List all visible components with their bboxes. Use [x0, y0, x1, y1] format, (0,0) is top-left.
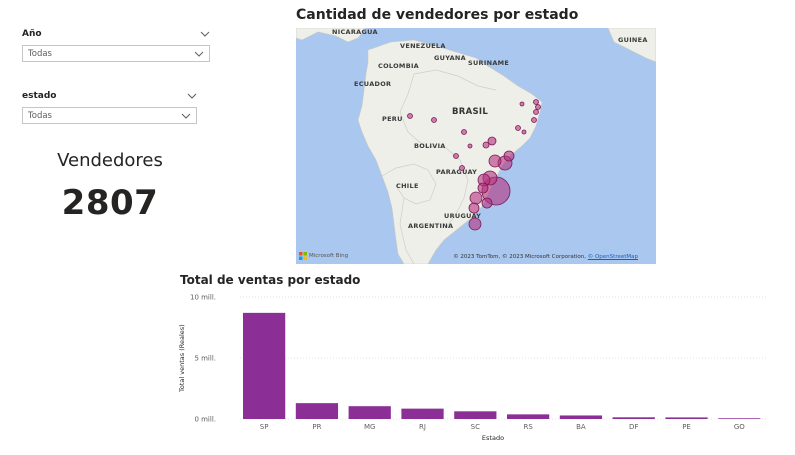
chevron-down-icon: [181, 113, 191, 119]
y-tick-label: 10 mill.: [190, 294, 216, 302]
country-label-argentina: ARGENTINA: [408, 222, 453, 230]
bar-ba[interactable]: [559, 415, 603, 419]
map-border-argentina: [399, 197, 415, 264]
state-bubble[interactable]: [519, 101, 525, 107]
state-bubble[interactable]: [459, 165, 465, 171]
year-dropdown[interactable]: Todas: [22, 45, 210, 62]
state-bubble[interactable]: [467, 143, 473, 149]
country-label-chile: CHILE: [396, 182, 419, 190]
country-label-suriname: SURINAME: [468, 59, 509, 67]
country-label-guinea: GUINEA: [618, 36, 648, 44]
y-tick-label: 0 mill.: [194, 416, 216, 424]
chart-bars: [243, 312, 761, 419]
state-bubble[interactable]: [503, 150, 515, 162]
state-bubble[interactable]: [431, 117, 437, 123]
bar-go[interactable]: [718, 418, 761, 419]
bar-rj[interactable]: [401, 408, 444, 419]
x-axis-title: Estado: [482, 434, 504, 442]
bar-pe[interactable]: [665, 417, 708, 419]
state-bubble[interactable]: [531, 117, 537, 123]
state-bubble[interactable]: [468, 202, 480, 214]
bar-sp[interactable]: [243, 312, 286, 419]
map-credit-text: © 2023 TomTom, © 2023 Microsoft Corporat…: [453, 254, 588, 260]
x-tick-label: PE: [682, 423, 691, 431]
country-label-venezuela: VENEZUELA: [400, 42, 446, 50]
bing-label: Microsoft Bing: [309, 253, 349, 259]
x-tick-label: RS: [523, 423, 533, 431]
x-tick-label: PR: [312, 423, 321, 431]
y-axis-title: Total ventas (Reales): [178, 324, 186, 393]
bar-rs[interactable]: [507, 414, 550, 419]
state-bubble[interactable]: [468, 217, 482, 231]
y-axis-ticks: 0 mill. 5 mill. 10 mill.: [190, 294, 216, 424]
country-label-guyana: GUYANA: [434, 54, 466, 62]
country-label-nicaragua: NICARAGUA: [332, 28, 378, 36]
x-axis-ticks: SP PR MG RJ SC RS BA DF PE GO: [260, 423, 745, 431]
year-dropdown-value: Todas: [28, 48, 52, 59]
sellers-card-label: Vendedores: [57, 150, 163, 171]
country-label-brasil: BRASIL: [452, 107, 488, 117]
x-tick-label: SP: [260, 423, 269, 431]
state-bubble[interactable]: [521, 129, 527, 135]
country-label-uruguay: URUGUAY: [444, 212, 481, 220]
country-label-colombia: COLOMBIA: [378, 62, 419, 70]
state-dropdown[interactable]: Todas: [22, 107, 197, 124]
map-credit: © 2023 TomTom, © 2023 Microsoft Corporat…: [453, 254, 638, 260]
map-title: Cantidad de vendedores por estado: [296, 7, 579, 23]
x-tick-label: GO: [734, 423, 745, 431]
bar-chart-title: Total de ventas por estado: [180, 273, 361, 287]
country-label-ecuador: ECUADOR: [354, 80, 391, 88]
bing-attribution: Microsoft Bing: [299, 252, 348, 260]
state-bubble[interactable]: [488, 154, 502, 168]
state-bubble[interactable]: [481, 197, 493, 209]
year-slicer[interactable]: Año Todas: [22, 26, 210, 62]
bar-chart-canvas: 0 mill. 5 mill. 10 mill. SP PR MG RJ SC RS BA DF P…: [178, 294, 768, 442]
x-tick-label: SC: [471, 423, 480, 431]
state-bubble[interactable]: [487, 136, 497, 146]
country-label-paraguay: PARAGUAY: [436, 168, 477, 176]
state-dropdown-value: Todas: [28, 110, 52, 121]
sellers-card: Vendedores 2807: [20, 150, 200, 240]
state-slicer[interactable]: estado Todas: [22, 88, 197, 124]
bar-pr[interactable]: [295, 403, 339, 419]
country-label-peru: PERU: [382, 115, 403, 123]
year-slicer-title: Año: [22, 29, 42, 39]
y-tick-label: 5 mill.: [194, 355, 216, 363]
bing-logo-icon: [299, 252, 307, 260]
chevron-down-icon: [194, 51, 204, 57]
map-canvas: NICARAGUA VENEZUELA GUYANA SURINAME GUIN…: [296, 28, 656, 264]
state-bubble[interactable]: [535, 104, 541, 110]
state-bubble[interactable]: [477, 182, 489, 194]
chevron-down-icon[interactable]: [200, 29, 210, 39]
state-bubble[interactable]: [461, 129, 467, 135]
osm-link[interactable]: © OpenStreetMap: [587, 254, 638, 260]
map-border-brasil: [399, 69, 497, 229]
x-tick-label: MG: [364, 423, 375, 431]
chevron-down-icon[interactable]: [187, 91, 197, 101]
state-bubble[interactable]: [407, 113, 413, 119]
bar-mg[interactable]: [348, 406, 391, 419]
map-land-guinea: [607, 28, 656, 63]
x-tick-label: RJ: [419, 423, 426, 431]
x-tick-label: DF: [629, 423, 638, 431]
map-bubbles[interactable]: [407, 99, 541, 231]
chart-grid: [240, 296, 768, 420]
state-bubble[interactable]: [533, 99, 539, 105]
map-land-south-america: [357, 39, 543, 264]
state-bubble[interactable]: [533, 109, 539, 115]
sellers-card-value: 2807: [61, 183, 159, 223]
state-bubble[interactable]: [453, 153, 459, 159]
state-bubble[interactable]: [469, 191, 483, 205]
map-land-central-america: [296, 28, 367, 43]
bar-sc[interactable]: [454, 411, 497, 419]
x-tick-label: BA: [576, 423, 586, 431]
map-border-andes: [381, 163, 437, 205]
country-label-bolivia: BOLIVIA: [414, 142, 446, 150]
bar-df[interactable]: [612, 417, 655, 419]
state-bubble[interactable]: [482, 141, 490, 149]
state-slicer-title: estado: [22, 91, 57, 101]
sales-bar-chart[interactable]: 0 mill. 5 mill. 10 mill. SP PR MG RJ SC RS BA DF P…: [176, 288, 776, 448]
state-bubble[interactable]: [515, 125, 521, 131]
sellers-map[interactable]: NICARAGUA VENEZUELA GUYANA SURINAME GUIN…: [296, 28, 656, 264]
